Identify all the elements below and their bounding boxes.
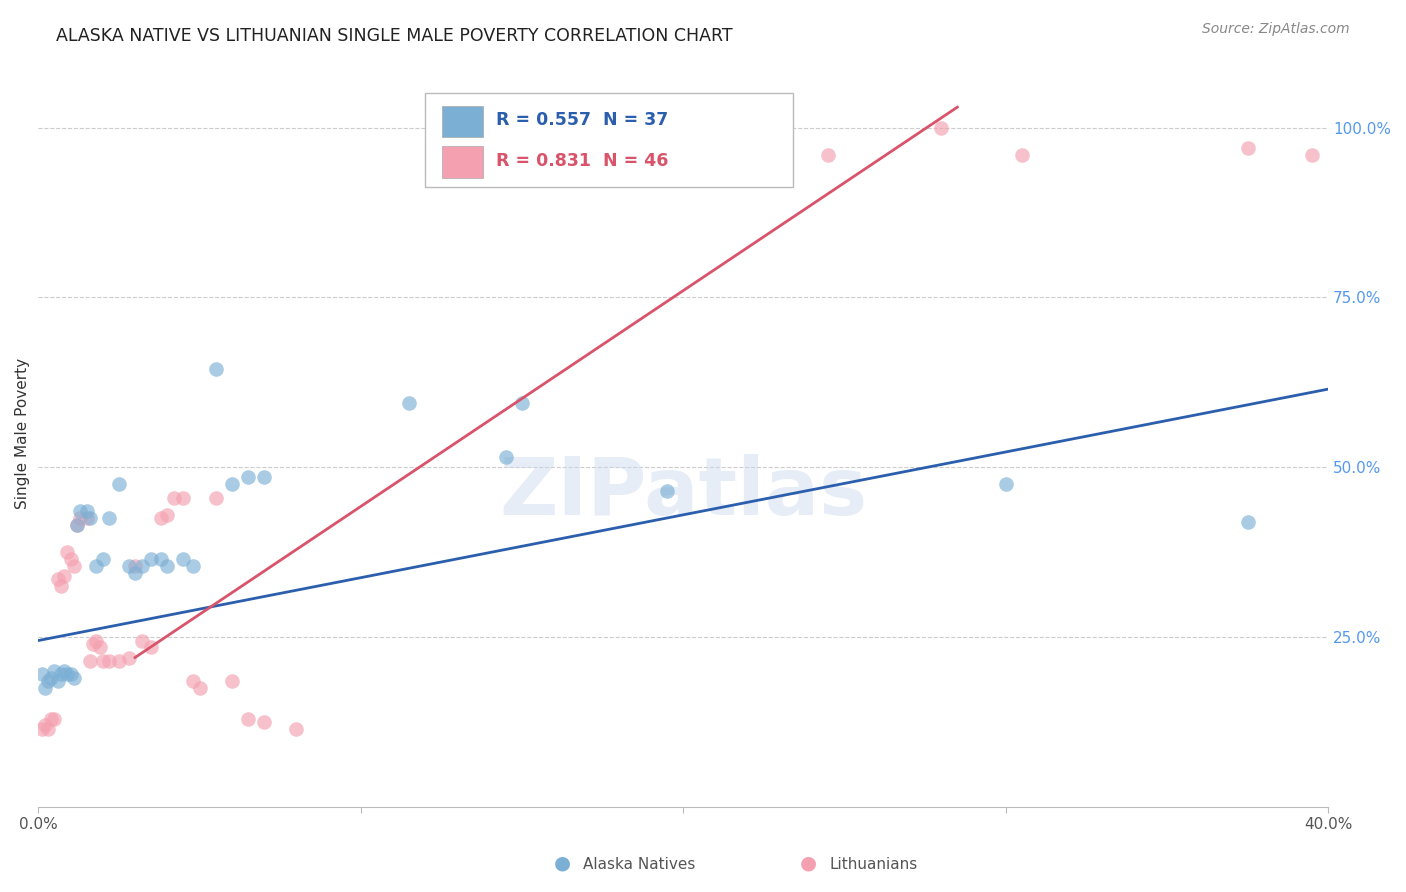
Point [156, 558, 179, 573]
Point [108, 477, 131, 491]
FancyBboxPatch shape [425, 94, 793, 186]
Point [98, 511, 121, 525]
Point [221, 477, 243, 491]
Point [117, 558, 139, 573]
Point [172, 552, 194, 566]
Point [53, 569, 76, 583]
Point [79, 511, 101, 525]
Point [117, 650, 139, 665]
Point [236, 712, 259, 726]
Point [1301, 147, 1323, 161]
Point [79, 654, 101, 668]
Point [929, 120, 952, 135]
Point [34, 681, 56, 695]
Point [204, 491, 226, 505]
Point [156, 508, 179, 522]
Point [91, 552, 114, 566]
Point [44, 712, 66, 726]
Point [141, 552, 163, 566]
Point [575, 154, 598, 169]
Point [181, 558, 204, 573]
Point [66, 518, 89, 533]
Point [994, 477, 1017, 491]
Point [39, 671, 62, 685]
Point [62, 558, 84, 573]
FancyBboxPatch shape [441, 106, 484, 137]
Point [82, 637, 104, 651]
Point [56, 545, 79, 559]
Point [44, 664, 66, 678]
Point [69, 511, 91, 525]
Point [1011, 147, 1033, 161]
Point [59, 552, 82, 566]
Point [253, 470, 276, 484]
Point [236, 470, 259, 484]
Text: R = 0.557  N = 37: R = 0.557 N = 37 [496, 112, 668, 129]
Text: Source: ZipAtlas.com: Source: ZipAtlas.com [1202, 22, 1350, 37]
Point [163, 491, 186, 505]
Point [124, 566, 146, 580]
Point [149, 552, 172, 566]
Point [91, 654, 114, 668]
Point [98, 654, 121, 668]
Point [34, 718, 56, 732]
Point [141, 640, 163, 655]
Point [37, 722, 59, 736]
Point [108, 654, 131, 668]
Point [510, 395, 533, 409]
Point [172, 491, 194, 505]
Y-axis label: Single Male Poverty: Single Male Poverty [15, 358, 30, 508]
Point [37, 674, 59, 689]
Point [31, 722, 53, 736]
Point [76, 504, 98, 518]
Point [131, 558, 153, 573]
Point [89, 640, 111, 655]
FancyBboxPatch shape [441, 146, 484, 178]
Text: ALASKA NATIVE VS LITHUANIAN SINGLE MALE POVERTY CORRELATION CHART: ALASKA NATIVE VS LITHUANIAN SINGLE MALE … [56, 27, 733, 45]
Point [221, 674, 243, 689]
Point [86, 558, 108, 573]
Point [495, 450, 517, 464]
Text: Alaska Natives: Alaska Natives [583, 857, 696, 872]
Point [53, 664, 76, 678]
Point [66, 518, 89, 533]
Point [124, 558, 146, 573]
Point [253, 714, 276, 729]
Point [131, 633, 153, 648]
Point [624, 120, 647, 135]
Text: ZIPatlas: ZIPatlas [499, 454, 868, 533]
Point [46, 573, 69, 587]
Point [39, 712, 62, 726]
Point [592, 141, 614, 155]
Point [181, 674, 204, 689]
Point [31, 667, 53, 681]
Point [188, 681, 211, 695]
Text: R = 0.831  N = 46: R = 0.831 N = 46 [496, 152, 669, 169]
Text: ●: ● [800, 854, 817, 872]
Point [285, 722, 308, 736]
Point [1236, 515, 1258, 529]
Point [149, 511, 172, 525]
Point [1236, 141, 1258, 155]
Point [446, 141, 468, 155]
Point [655, 141, 678, 155]
Point [59, 667, 82, 681]
Point [76, 511, 98, 525]
Point [817, 147, 839, 161]
Point [86, 633, 108, 648]
Point [69, 504, 91, 518]
Point [56, 667, 79, 681]
Point [655, 483, 678, 498]
Text: Lithuanians: Lithuanians [830, 857, 918, 872]
Point [398, 395, 420, 409]
Point [49, 667, 72, 681]
Point [62, 671, 84, 685]
Point [46, 674, 69, 689]
Point [49, 579, 72, 593]
Point [204, 361, 226, 376]
Text: ●: ● [554, 854, 571, 872]
